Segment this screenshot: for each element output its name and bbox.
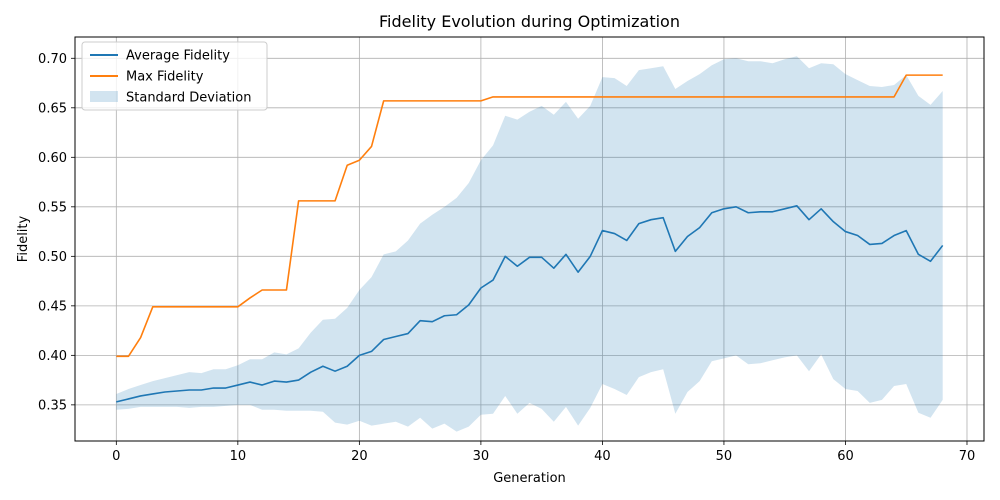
y-tick-label: 0.45 (38, 299, 67, 314)
legend-box (81, 41, 268, 111)
grid-layer (75, 37, 984, 441)
x-tick-label: 20 (351, 449, 368, 464)
y-tick-label: 0.70 (38, 52, 67, 67)
y-tick-label: 0.65 (38, 101, 67, 116)
y-axis-label: Fidelity (16, 215, 31, 262)
max-fidelity-line (116, 74, 943, 358)
x-axis-ticks: 0 10 20 30 40 50 60 70 (112, 441, 975, 464)
x-tick-label: 50 (716, 449, 733, 464)
x-tick-label: 40 (594, 449, 611, 464)
x-tick-label: 0 (112, 449, 120, 464)
x-tick-label: 60 (837, 449, 854, 464)
y-tick-label: 0.40 (38, 349, 67, 364)
y-tick-label: 0.50 (38, 250, 67, 265)
legend-label-average: Average Fidelity (126, 49, 230, 64)
plot-frame (74, 36, 985, 442)
y-tick-label: 0.60 (38, 151, 67, 166)
std-deviation-band (116, 56, 943, 432)
series-layer (116, 74, 944, 403)
y-tick-label: 0.35 (38, 398, 67, 413)
y-axis-ticks: 0.35 0.40 0.45 0.50 0.55 0.60 0.65 0.70 (38, 52, 75, 413)
x-tick-label: 70 (959, 449, 976, 464)
legend-label-max: Max Fidelity (126, 70, 204, 85)
average-fidelity-line (116, 205, 944, 403)
legend: Average Fidelity Max Fidelity Standard D… (81, 41, 268, 111)
legend-swatch-std (90, 91, 118, 102)
x-tick-label: 30 (473, 449, 490, 464)
chart-title: Fidelity Evolution during Optimization (379, 12, 680, 31)
std-band-layer (116, 56, 943, 432)
y-tick-label: 0.55 (38, 200, 67, 215)
x-axis-label: Generation (493, 471, 566, 486)
legend-label-std: Standard Deviation (126, 91, 251, 106)
x-tick-label: 10 (230, 449, 247, 464)
